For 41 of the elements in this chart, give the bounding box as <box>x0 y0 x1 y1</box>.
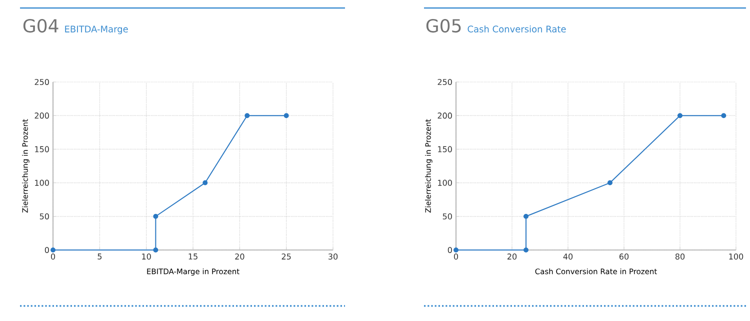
y-tick-label: 0 <box>44 246 49 254</box>
x-tick-label: 30 <box>328 254 338 260</box>
chart-title: G04 <box>23 18 58 33</box>
point <box>523 214 528 219</box>
point <box>202 180 208 186</box>
point <box>50 247 56 252</box>
x-tick-label: 0 <box>454 254 458 260</box>
y-tick-label: 250 <box>438 78 452 86</box>
point <box>244 113 250 118</box>
y-tick-label: 200 <box>438 112 452 119</box>
y-tick-label: 50 <box>442 213 452 220</box>
x-tick-label: 5 <box>98 254 102 260</box>
y-tick-label: 50 <box>40 213 49 220</box>
chart-subtitle: Cash Conversion Rate <box>468 25 566 32</box>
chart-title: G05 <box>426 18 461 33</box>
x-tick-label: 20 <box>235 254 244 260</box>
x-tick-label: 15 <box>188 254 198 260</box>
point <box>153 247 158 252</box>
x-tick-label: 10 <box>142 254 151 260</box>
x-tick-label: 60 <box>619 254 629 260</box>
x-tick-label: 100 <box>729 254 744 260</box>
point <box>677 113 682 118</box>
point <box>284 113 289 118</box>
x-tick-label: 25 <box>282 254 291 260</box>
y-tick-label: 100 <box>438 180 452 186</box>
y-tick-label: 100 <box>35 180 49 186</box>
point <box>153 214 158 219</box>
y-tick-label: 200 <box>34 112 49 119</box>
point <box>721 113 726 118</box>
y-tick-label: 150 <box>438 146 452 152</box>
y-tick-label: 250 <box>34 78 49 86</box>
y-tick-label: 150 <box>35 146 49 152</box>
x-tick-label: 0 <box>51 254 56 260</box>
chart-subtitle: EBITDA-Marge <box>65 26 128 34</box>
x-tick-label: 40 <box>563 254 573 260</box>
point <box>607 180 612 186</box>
x-tick-label: 20 <box>507 254 517 260</box>
x-tick-label: 80 <box>675 254 685 260</box>
point <box>523 247 528 252</box>
y-tick-label: 0 <box>448 246 452 254</box>
point <box>454 247 458 252</box>
